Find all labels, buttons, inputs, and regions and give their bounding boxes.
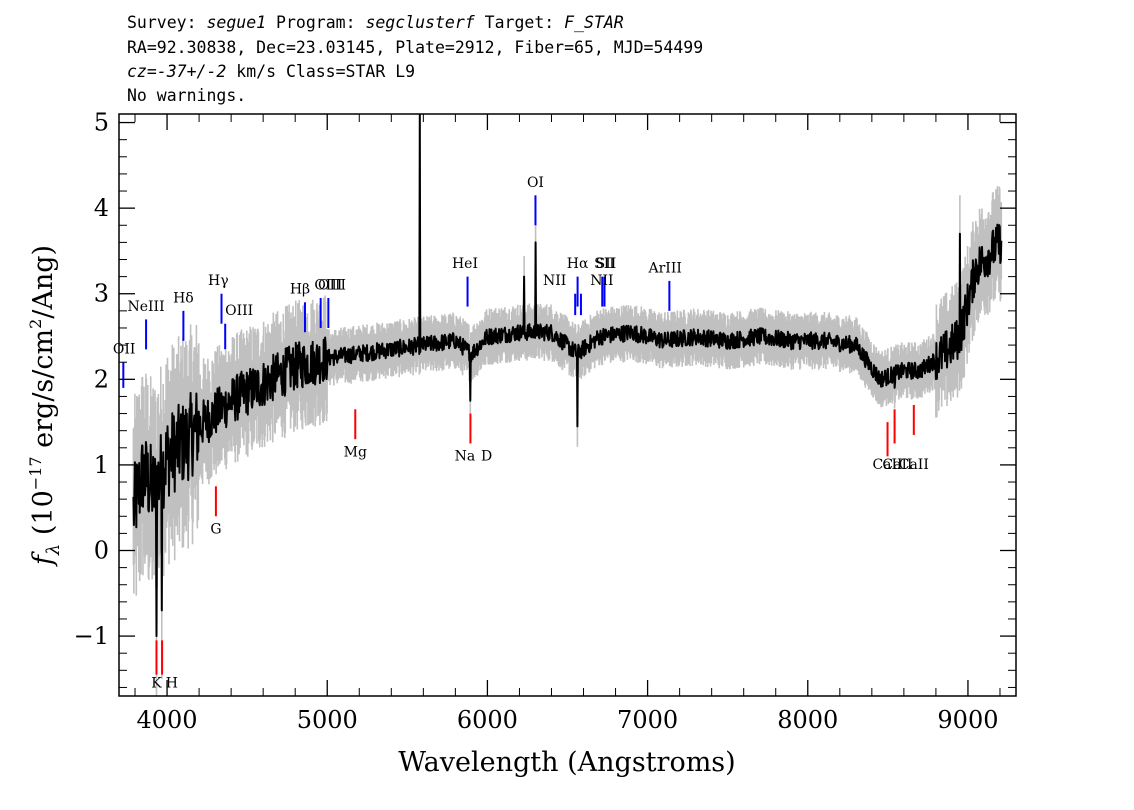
y-tick-label: 2 <box>94 365 109 393</box>
flux-path <box>132 114 1003 638</box>
emission-label-oiii-4: OIII <box>225 303 253 319</box>
emission-label-oiii-6: OIII <box>318 277 346 293</box>
emission-label-hα-11: Hα <box>567 256 589 272</box>
y-axis-label-sub: λ <box>43 544 64 556</box>
y-tick-label: 0 <box>94 537 109 565</box>
program-value: segclusterf <box>365 13 475 32</box>
y-axis-label-unit: erg/s/cm <box>28 329 59 457</box>
y-axis-label-end: /Ang) <box>28 245 59 319</box>
absorption-label-caii-7: CaII <box>882 457 912 473</box>
absorption-label-g-2: G <box>210 521 221 537</box>
x-tick-label: 8000 <box>777 706 838 734</box>
emission-label-ariii-15: ArIII <box>648 260 682 276</box>
header-line-3: cz=-37+/-2 km/s Class=STAR L9 <box>127 62 415 82</box>
emission-label-hγ-3: Hγ <box>208 273 229 289</box>
absorption-label-d-5: D <box>481 449 492 465</box>
absorption-label-h-1: H <box>166 675 178 691</box>
axes: 4000 5000 6000 7000 8000 9000 −1 0 1 2 3 4 5 <box>74 109 1017 734</box>
flux-curve <box>132 114 1003 638</box>
y-tick-label: 3 <box>94 280 109 308</box>
target-value: F_STAR <box>564 13 624 32</box>
absorption-label-caii-6: CaII <box>872 457 902 473</box>
y-axis-label-sq: 2 <box>26 319 45 329</box>
emission-label-hei-8: HeI <box>452 256 478 272</box>
absorption-label-na-4: Na <box>455 449 476 465</box>
y-axis-label-exp: −17 <box>26 456 45 490</box>
x-tick-label: 7000 <box>617 706 678 734</box>
emission-label-sii-13: SII <box>596 256 617 272</box>
redshift-value: cz=-37+/-2 <box>127 62 227 81</box>
target-label: Target: <box>474 13 565 32</box>
plot-frame <box>118 113 1017 697</box>
x-tick-label: 4000 <box>137 706 198 734</box>
header-line-2: RA=92.30838, Dec=23.03145, Plate=2912, F… <box>127 38 704 57</box>
y-tick-label: 5 <box>94 109 109 137</box>
x-tick-label: 5000 <box>297 706 358 734</box>
x-axis-label: Wavelength (Angstroms) <box>398 747 735 778</box>
y-axis-label-f: f <box>28 551 59 567</box>
header-line-4: No warnings. <box>127 86 247 105</box>
absorption-label-mg-3: Mg <box>344 444 367 460</box>
x-tick-label: 6000 <box>457 706 518 734</box>
emission-label-hδ-2: Hδ <box>173 290 194 306</box>
absorption-label-caii-8: CaII <box>899 457 929 473</box>
emission-label-oiii-7: OIII <box>314 277 342 293</box>
survey-label: Survey: <box>127 13 207 32</box>
x-tick-label: 9000 <box>937 706 998 734</box>
emission-label-sii-14: SII <box>594 256 615 272</box>
y-tick-label: −1 <box>74 622 109 650</box>
class-value: km/s Class=STAR L9 <box>226 62 416 81</box>
survey-value: segue1 <box>206 13 267 32</box>
emission-label-neiii-1: NeIII <box>127 299 164 315</box>
absorption-label-k-0: K <box>151 675 162 691</box>
y-tick-label: 1 <box>94 451 109 479</box>
emission-label-oi-9: OI <box>527 175 544 191</box>
program-label: Program: <box>266 13 366 32</box>
y-tick-label: 4 <box>94 194 109 222</box>
y-axis-label-open: (10 <box>28 490 59 543</box>
header-line-1: Survey: segue1 Program: segclusterf Targ… <box>127 13 624 33</box>
emission-label-hβ-5: Hβ <box>290 282 310 298</box>
y-axis-label: fλ (10−17 erg/s/cm2/Ang) <box>26 245 64 567</box>
emission-label-nii-12: NII <box>590 273 613 289</box>
emission-label-oii-0: OII <box>113 342 136 358</box>
emission-label-nii-10: NII <box>543 273 566 289</box>
